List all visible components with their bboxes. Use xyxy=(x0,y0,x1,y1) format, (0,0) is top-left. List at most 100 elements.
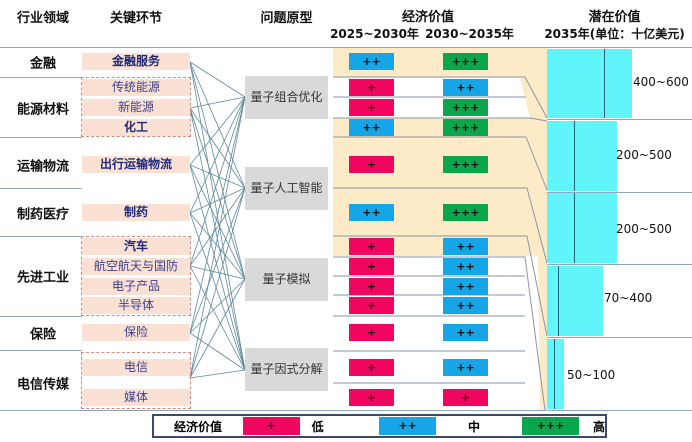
sector-finance: 金融 xyxy=(29,56,56,72)
group-industry xyxy=(81,236,191,316)
key-link: 电子产品 xyxy=(82,278,190,295)
connection-line xyxy=(189,278,246,379)
econ-value-2025-2030: ++ xyxy=(349,53,394,70)
potential-value: 400~600 xyxy=(633,75,689,89)
header-sector: 行业领域 xyxy=(16,11,69,26)
potential-bar xyxy=(547,49,632,118)
econ-value-2025-2030: + xyxy=(349,278,394,295)
divider xyxy=(0,236,82,237)
key-link: 电信 xyxy=(82,359,190,376)
divider xyxy=(547,337,692,338)
potential-marker xyxy=(574,193,575,263)
connection-line xyxy=(189,107,246,280)
econ-value-2025-2030: + xyxy=(349,359,394,376)
sector-industry: 先进工业 xyxy=(16,270,69,286)
bottom-divider xyxy=(0,410,692,411)
header-problem: 问题原型 xyxy=(260,11,313,26)
header-potential-sub: 2035年(单位：十亿美元) xyxy=(544,27,685,41)
econ-value-2030-2035: ++ xyxy=(443,359,488,376)
header-econ-p2: 2030~2035年 xyxy=(425,27,514,41)
connection-line xyxy=(189,107,246,189)
header-key-link: 关键环节 xyxy=(109,11,162,26)
potential-bar xyxy=(547,339,564,409)
econ-value-2025-2030: ++ xyxy=(349,119,394,136)
potential-value: 200~500 xyxy=(616,222,672,236)
key-link: 半导体 xyxy=(82,297,190,314)
potential-value: 70~400 xyxy=(604,291,653,305)
sector-logistics: 运输物流 xyxy=(16,159,69,175)
econ-value-2025-2030: + xyxy=(349,156,394,173)
connection-line xyxy=(189,96,246,379)
econ-value-2025-2030: + xyxy=(349,324,394,341)
connection-line xyxy=(189,96,246,334)
sector-pharma: 制药医疗 xyxy=(16,207,69,223)
econ-value-2030-2035: +++ xyxy=(443,119,488,136)
connection-line xyxy=(189,96,246,267)
divider xyxy=(0,188,82,189)
problem-quantum-simulation: 量子模拟 xyxy=(245,258,328,301)
econ-value-2025-2030: + xyxy=(349,297,394,314)
header-econ: 经济价值 xyxy=(401,10,454,25)
problem-combinatorial-optimization: 量子组合优化 xyxy=(245,76,328,119)
connection-line xyxy=(189,61,246,189)
connection-line xyxy=(189,96,246,214)
legend-title: 经济价值 xyxy=(174,419,223,434)
econ-value-2030-2035: ++ xyxy=(443,324,488,341)
connection-line xyxy=(189,265,246,280)
legend-label-mid: 中 xyxy=(468,419,481,434)
connection-line xyxy=(189,187,246,379)
key-link: 传统能源 xyxy=(82,79,190,96)
header-potential: 潜在价值 xyxy=(588,10,641,25)
header-econ-p1: 2025~2030年 xyxy=(330,27,419,41)
divider xyxy=(0,316,82,317)
potential-bar xyxy=(547,266,603,336)
econ-value-2025-2030: + xyxy=(349,99,394,116)
potential-value: 200~500 xyxy=(616,148,672,162)
connection-line xyxy=(189,96,246,166)
sector-telecom-media: 电信传媒 xyxy=(16,377,69,393)
econ-value-2030-2035: ++ xyxy=(443,297,488,314)
key-link: 化工 xyxy=(82,119,190,136)
econ-value-2030-2035: + xyxy=(443,389,488,406)
potential-bar xyxy=(547,121,617,191)
connection-line xyxy=(189,61,246,98)
connection-line xyxy=(189,187,246,267)
divider xyxy=(0,350,82,351)
key-link: 保险 xyxy=(82,324,190,341)
problem-quantum-ai: 量子人工智能 xyxy=(245,167,328,210)
header-divider xyxy=(0,47,692,48)
connection-line xyxy=(189,369,246,379)
group-energy xyxy=(81,77,191,137)
connection-line xyxy=(189,265,246,371)
key-link: 出行运输物流 xyxy=(82,156,190,173)
econ-value-2030-2035: +++ xyxy=(443,156,488,173)
legend-label-low: 低 xyxy=(311,419,324,434)
divider xyxy=(0,137,82,138)
divider xyxy=(547,192,692,193)
divider xyxy=(547,264,692,265)
econ-value-2030-2035: +++ xyxy=(443,204,488,221)
potential-value: 50~100 xyxy=(567,368,616,382)
connection-line xyxy=(189,278,246,334)
connection-line xyxy=(189,96,246,109)
econ-value-2030-2035: ++ xyxy=(443,278,488,295)
econ-value-2025-2030: + xyxy=(349,389,394,406)
econ-value-2030-2035: ++ xyxy=(443,258,488,275)
legend: 经济价值 + 低 ++ 中 +++ 高 xyxy=(152,414,607,438)
potential-bar xyxy=(547,193,617,263)
connection-line xyxy=(189,212,246,371)
divider xyxy=(547,119,692,120)
key-link: 航空航天与国防 xyxy=(82,258,190,275)
econ-value-2025-2030: + xyxy=(349,238,394,255)
potential-marker xyxy=(558,266,559,336)
key-link: 金融服务 xyxy=(82,53,190,70)
connection-line xyxy=(189,164,246,189)
econ-value-2030-2035: ++ xyxy=(443,238,488,255)
econ-value-2030-2035: ++ xyxy=(443,79,488,96)
divider xyxy=(0,77,82,78)
group-telecom xyxy=(81,352,191,409)
econ-value-2025-2030: + xyxy=(349,258,394,275)
legend-swatch-high: +++ xyxy=(522,417,579,435)
sector-insurance: 保险 xyxy=(29,327,56,343)
